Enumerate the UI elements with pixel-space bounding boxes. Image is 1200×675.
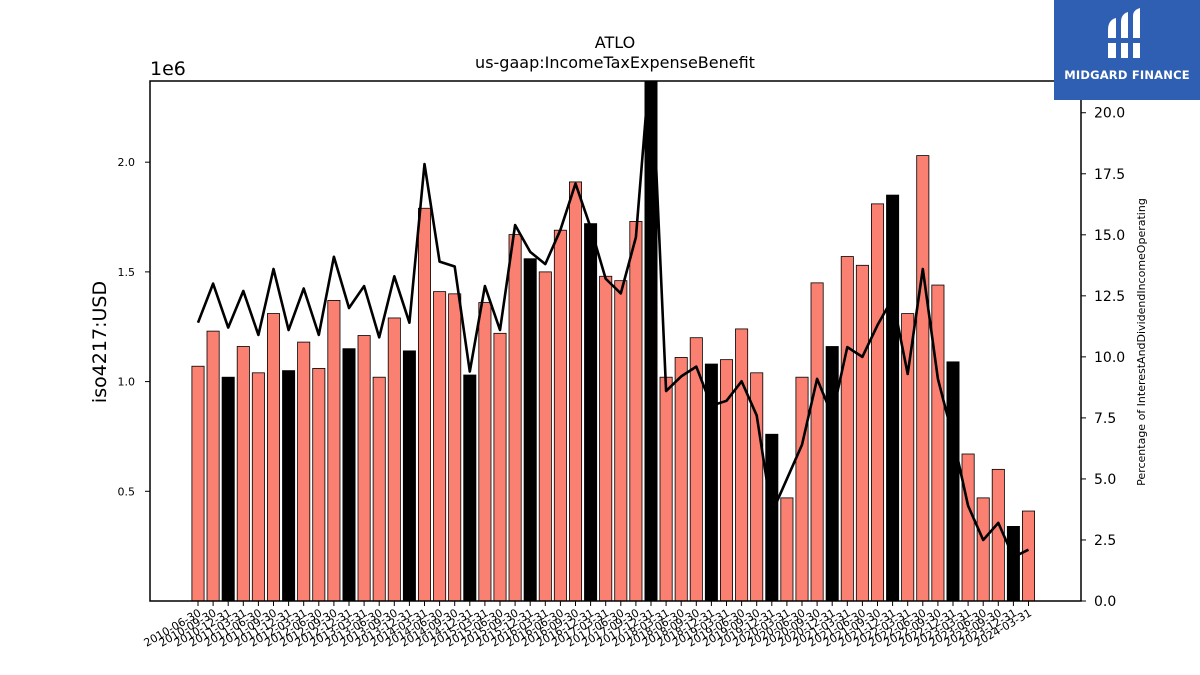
y-tick-label: 0.5 [118,485,136,498]
bar-quarter [538,271,552,601]
y2-tick-label: 2.5 [1094,533,1116,549]
y2-tick-label: 15.0 [1094,228,1125,244]
bar-quarter [493,332,507,601]
bar-annual [644,81,658,601]
bar-annual [402,350,416,601]
bar-quarter [614,280,628,601]
bar-quarter [327,300,341,601]
chart-title: ATLO [595,33,635,52]
y-tick-label: 1.5 [118,266,136,279]
y2-tick-label: 7.5 [1094,411,1116,427]
bar-annual [825,346,839,601]
bar-quarter [433,291,447,601]
bar-annual [765,433,779,601]
y2-tick-label: 10.0 [1094,350,1125,366]
y-tick-label: 1.0 [118,376,136,389]
bar-quarter [871,203,885,601]
bar-annual [282,370,296,601]
bar-quarter [206,330,220,601]
bar-quarter [191,365,205,601]
bar-quarter [916,155,930,601]
bar-quarter [720,359,734,601]
bar-quarter [266,313,280,601]
bar-quarter [478,302,492,601]
bar-annual [584,223,598,601]
brand-name: MIDGARD FINANCE [1064,68,1190,82]
y2-tick-label: 0.0 [1094,594,1116,610]
y2-axis-label: Percentage of InterestAndDividendIncomeO… [1135,198,1148,486]
bar-quarter [961,453,975,601]
y-tick-label: 2.0 [118,156,136,169]
bar-quarter [840,256,854,601]
bar-quarter [569,181,583,601]
bar-annual [221,376,235,601]
bar-quarter [629,221,643,601]
line-layer [196,81,1030,559]
bar-annual [342,348,356,601]
bar-quarter [312,368,326,601]
bar-quarter [795,376,809,601]
bar-quarter [387,317,401,601]
bar-annual [1006,526,1020,601]
bar-quarter [372,376,386,601]
bars-layer [191,81,1036,601]
bar-quarter [976,497,990,601]
logo-mark-icon [1106,8,1142,58]
chart-subtitle: us-gaap:IncomeTaxExpenseBenefit [475,53,755,72]
bar-quarter [855,264,869,601]
bar-quarter [236,346,250,601]
bar-quarter [251,372,265,601]
bar-quarter [689,337,703,601]
axes-layer: 0.5 1.0 1.5 2.0 0.0 2.5 5.0 7.5 10.0 12.5 15.0 17.5… [118,80,1125,650]
bar-quarter [780,497,794,601]
bar-quarter [674,357,688,601]
bar-quarter [810,282,824,601]
bar-annual [704,363,718,601]
bar-annual [523,258,537,601]
y2-tick-label: 17.5 [1094,167,1125,183]
bar-quarter [417,207,431,601]
bar-quarter [448,293,462,601]
plot-frame [149,80,1082,602]
percentage-line [196,81,1030,559]
y-axis-label: iso4217:USD [89,281,111,403]
bar-quarter [297,341,311,601]
brand-logo: MIDGARD FINANCE [1054,0,1200,100]
y-offset-label: 1e6 [150,58,186,80]
y2-tick-label: 5.0 [1094,472,1116,488]
y2-tick-label: 12.5 [1094,289,1125,305]
bar-quarter [901,313,915,601]
bar-quarter [599,275,613,601]
bar-quarter [357,335,371,601]
bar-quarter [735,328,749,601]
bar-annual [946,361,960,601]
bar-annual [463,374,477,601]
bar-quarter [1022,510,1036,601]
bar-quarter [553,229,567,601]
y2-tick-label: 20.0 [1094,106,1125,122]
bar-quarter [931,284,945,601]
bar-quarter [508,234,522,601]
bar-annual [886,194,900,601]
bar-quarter [659,376,673,601]
